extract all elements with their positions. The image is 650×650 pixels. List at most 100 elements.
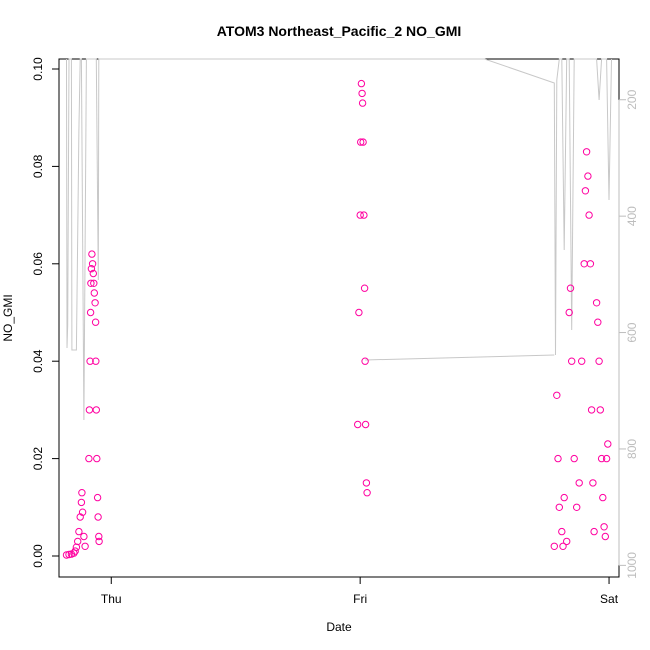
data-point [581,187,590,195]
data-point [80,532,88,541]
data-point [582,148,591,156]
data-point [361,420,370,429]
data-point [597,454,606,463]
pressure-trace [66,58,612,421]
data-point [575,479,583,487]
chart-title: ATOM3 Northeast_Pacific_2 NO_GMI [217,23,462,39]
data-point [357,79,366,88]
y-tick-label: 0.02 [31,447,45,471]
data-point [355,308,363,317]
data-point [75,527,83,536]
y-tick-label: 0.00 [31,544,45,568]
data-point [89,269,98,278]
right-tick-label: 1000 [625,552,639,579]
data-point [573,503,581,511]
data-point [357,138,365,146]
x-tick-label: Fri [353,592,367,606]
data-point [358,99,367,107]
data-point [560,493,568,502]
data-point [578,357,586,365]
data-point [566,284,575,292]
data-point [550,542,558,550]
data-point [91,318,100,326]
data-point [360,284,369,292]
data-point [88,250,96,258]
data-point [362,479,371,487]
x-tick-label: Sat [600,592,619,606]
data-point [78,508,87,516]
data-point [77,498,86,507]
pressure-segment [365,354,555,361]
data-point [78,489,86,497]
y-axis-label: NO_GMI [1,294,15,341]
right-tick-label: 600 [625,322,639,342]
data-point [74,537,82,546]
data-point [594,318,602,326]
data-point [589,479,597,487]
data-point [93,493,102,502]
data-point [95,532,103,541]
data-point [358,89,366,98]
data-point [361,357,369,365]
data-point [563,537,571,546]
data-point [87,279,95,287]
data-point [555,503,563,511]
data-point [602,454,611,463]
y-tick-label: 0.04 [31,349,45,373]
data-point [584,172,592,180]
data-point [359,138,367,146]
data-point [88,260,97,268]
data-point [599,493,607,502]
data-point [590,527,598,536]
right-tick-label: 200 [625,89,639,109]
data-point [570,454,578,463]
data-point [86,357,94,365]
data-point [592,299,601,307]
x-tick-label: Thu [101,592,122,606]
data-point [363,489,371,497]
data-point [580,260,588,268]
data-points [62,79,612,559]
data-point [559,542,567,550]
data-point [93,454,101,463]
data-point [554,454,562,463]
data-point [356,211,364,219]
data-point [604,440,612,448]
y-axis-right: 200 400 600 800 1000 [618,89,639,579]
data-point [568,357,576,365]
y-tick-label: 0.06 [31,252,45,276]
plot-area-frame [58,58,620,578]
data-point [600,523,608,531]
right-tick-label: 800 [625,439,639,459]
data-point [354,420,362,429]
y-tick-label: 0.10 [31,57,45,81]
y-axis-left: 0.00 0.02 0.04 0.06 0.08 0.10 [31,57,60,568]
pressure-line [66,58,612,421]
data-point [71,547,79,555]
data-point [92,406,101,414]
data-point [596,406,604,414]
data-point [94,513,102,521]
data-point [90,279,98,287]
data-point [595,357,603,365]
data-point [586,260,595,268]
y-tick-label: 0.08 [31,154,45,178]
data-point [92,357,100,365]
data-point [90,289,99,297]
data-point [86,308,95,317]
data-point [553,391,561,399]
data-point [587,406,596,414]
data-point [81,542,89,550]
data-point [87,265,96,273]
data-point [565,308,573,317]
data-point [85,406,94,414]
data-point [558,527,566,536]
data-point [360,211,368,219]
data-point [95,537,103,546]
right-tick-label: 400 [625,206,639,226]
data-point [585,211,593,219]
data-point [91,299,99,307]
data-point [85,454,93,463]
data-point [601,532,609,541]
